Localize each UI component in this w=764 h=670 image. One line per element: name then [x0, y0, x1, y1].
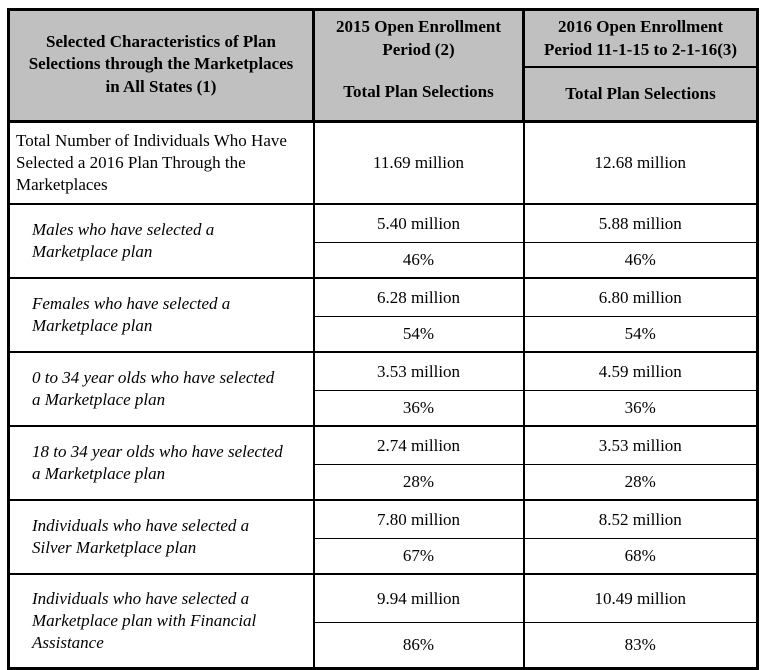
age0to34-percent-2015: 36%: [312, 390, 525, 427]
age18to34-percent-2016: 28%: [522, 464, 759, 501]
age18to34-percent-2015: 28%: [312, 464, 525, 501]
table-row: 54% 54%: [9, 316, 759, 353]
row-label-0to34: 0 to 34 year olds who have selected a Ma…: [7, 351, 315, 427]
age0to34-percent-2016: 36%: [522, 390, 759, 427]
table-header: Selected Characteristics of Plan Selecti…: [7, 8, 759, 123]
row-group-silver: Individuals who have selected a Silver M…: [7, 499, 759, 575]
total-value-2015: 11.69 million: [312, 120, 525, 205]
header-characteristics-label: Selected Characteristics of Plan Selecti…: [28, 32, 294, 96]
header-2016-cell: 2016 Open Enrollment Period 11-1-15 to 2…: [522, 8, 759, 123]
females-percent-2015: 54%: [312, 316, 525, 353]
age0to34-million-2015: 3.53 million: [312, 351, 525, 391]
age0to34-million-2016: 4.59 million: [522, 351, 759, 391]
header-2015-subtitle: Total Plan Selections: [343, 81, 494, 101]
table-row: Females who have selected a Marketplace …: [7, 277, 759, 353]
row-label-total: Total Number of Individuals Who Have Sel…: [7, 120, 315, 205]
silver-million-2016: 8.52 million: [522, 499, 759, 539]
age18to34-million-2016: 3.53 million: [522, 425, 759, 465]
table-row: 18 to 34 year olds who have selected a M…: [7, 425, 759, 501]
table-row: 46% 46%: [9, 242, 759, 279]
row-group-financial-assistance: Individuals who have selected a Marketpl…: [7, 573, 759, 670]
finassist-million-2015: 9.94 million: [312, 573, 525, 623]
table-row: Individuals who have selected a Marketpl…: [7, 573, 759, 670]
row-group-18to34: 18 to 34 year olds who have selected a M…: [7, 425, 759, 501]
header-characteristics-cell: Selected Characteristics of Plan Selecti…: [7, 8, 315, 123]
row-label-males: Males who have selected a Marketplace pl…: [7, 203, 315, 279]
plan-selections-table: Selected Characteristics of Plan Selecti…: [7, 8, 759, 670]
silver-million-2015: 7.80 million: [312, 499, 525, 539]
header-2016-title: 2016 Open Enrollment Period 11-1-15 to 2…: [543, 17, 738, 59]
silver-percent-2016: 68%: [522, 538, 759, 575]
silver-percent-2015: 67%: [312, 538, 525, 575]
row-group-females: Females who have selected a Marketplace …: [7, 277, 759, 353]
table-row: 67% 68%: [9, 538, 759, 575]
age18to34-million-2015: 2.74 million: [312, 425, 525, 465]
row-group-0to34: 0 to 34 year olds who have selected a Ma…: [7, 351, 759, 427]
total-row-group: Total Number of Individuals Who Have Sel…: [7, 120, 759, 205]
table-row: Males who have selected a Marketplace pl…: [7, 203, 759, 279]
page: Selected Characteristics of Plan Selecti…: [7, 8, 759, 670]
header-2015-cell: 2015 Open Enrollment Period (2) Total Pl…: [312, 8, 525, 123]
females-percent-2016: 54%: [522, 316, 759, 353]
total-value-2016: 12.68 million: [522, 120, 759, 205]
table-row-total: Total Number of Individuals Who Have Sel…: [7, 120, 759, 205]
finassist-million-2016: 10.49 million: [522, 573, 759, 623]
males-million-2016: 5.88 million: [522, 203, 759, 243]
finassist-percent-2016: 83%: [522, 622, 759, 670]
table-row: 28% 28%: [9, 464, 759, 501]
row-label-silver: Individuals who have selected a Silver M…: [7, 499, 315, 575]
header-row: Selected Characteristics of Plan Selecti…: [7, 8, 759, 123]
row-label-females: Females who have selected a Marketplace …: [7, 277, 315, 353]
table-row: 36% 36%: [9, 390, 759, 427]
row-group-males: Males who have selected a Marketplace pl…: [7, 203, 759, 279]
females-million-2016: 6.80 million: [522, 277, 759, 317]
row-label-18to34: 18 to 34 year olds who have selected a M…: [7, 425, 315, 501]
males-million-2015: 5.40 million: [312, 203, 525, 243]
finassist-percent-2015: 86%: [312, 622, 525, 670]
header-2016-subtitle: Total Plan Selections: [525, 66, 756, 120]
header-2015-title: 2015 Open Enrollment Period (2): [336, 17, 501, 59]
table-row: 0 to 34 year olds who have selected a Ma…: [7, 351, 759, 427]
males-percent-2015: 46%: [312, 242, 525, 279]
row-label-financial-assistance: Individuals who have selected a Marketpl…: [7, 573, 315, 670]
table-row: Individuals who have selected a Silver M…: [7, 499, 759, 575]
females-million-2015: 6.28 million: [312, 277, 525, 317]
males-percent-2016: 46%: [522, 242, 759, 279]
